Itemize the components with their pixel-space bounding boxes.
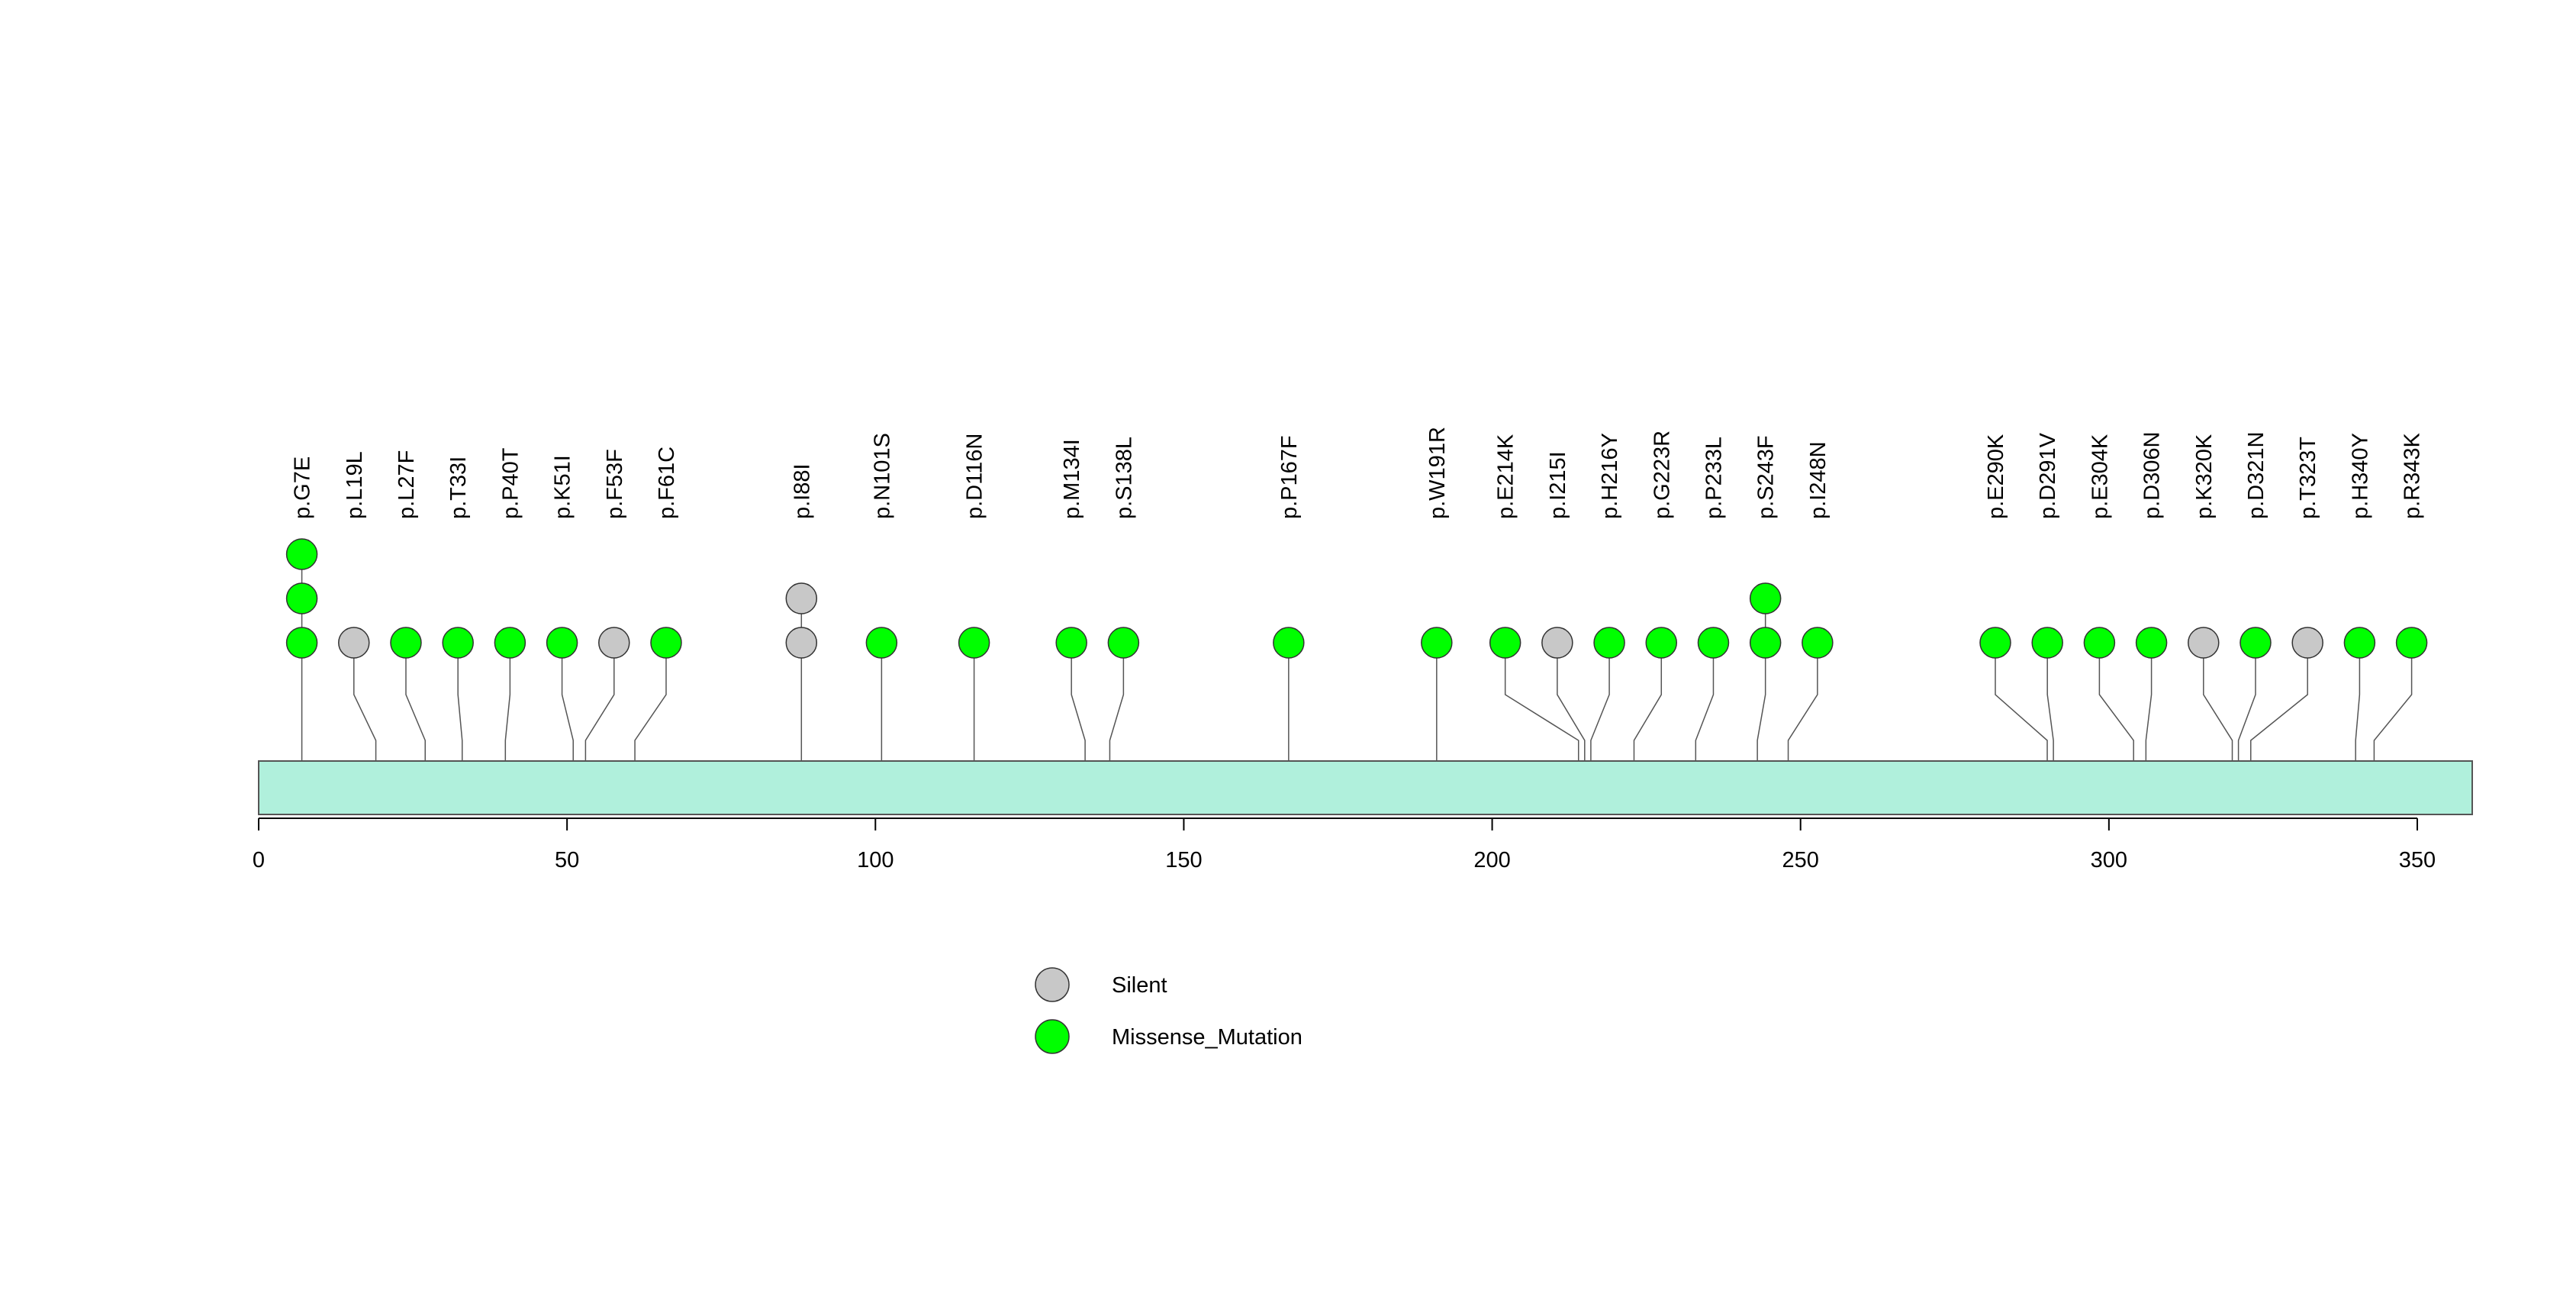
mutation-label: p.F61C (655, 447, 679, 519)
legend-label: Silent (1112, 973, 1167, 998)
mutation-labels: p.G7E p.L19L p.L27F p.T33I p.P40T p.K51I p.F53… (291, 427, 2425, 519)
mutation-label: p.W191R (1425, 427, 1450, 519)
mutation-marker-missense-mutation (650, 627, 682, 659)
mutation-label: p.D306N (2140, 432, 2165, 519)
mutation-label: p.E290K (1984, 434, 2008, 519)
mutation-label: p.M134I (1060, 439, 1084, 519)
mutation-marker-missense-mutation (285, 538, 318, 570)
mutation-label: p.S138L (1112, 437, 1136, 519)
x-tick-label: 100 (857, 848, 894, 872)
mutation-label: p.P167F (1277, 435, 1302, 519)
mutation-marker-missense-mutation (1055, 627, 1087, 659)
mutation-label: p.T323T (2296, 437, 2320, 519)
mutation-marker-missense-mutation (2395, 627, 2428, 659)
mutation-marker-missense-mutation (2240, 627, 2272, 659)
mutation-label: p.I215I (1546, 451, 1570, 519)
mutation-markers (285, 538, 2428, 659)
mutation-label: p.E214K (1494, 434, 1518, 519)
mutation-label: p.S243F (1754, 435, 1779, 519)
mutation-marker-missense-mutation (1749, 582, 1782, 614)
x-tick-label: 250 (1782, 848, 1819, 872)
x-axis: 0 50 100 150 200 250 300 350 (253, 818, 2436, 872)
mutation-marker-missense-mutation (2031, 627, 2063, 659)
protein-domain-bar (258, 760, 2473, 815)
legend-marker-silent (1035, 967, 1070, 1002)
mutation-marker-silent (2291, 627, 2323, 659)
mutation-marker-missense-mutation (1802, 627, 1834, 659)
mutation-label: p.K320K (2192, 434, 2217, 519)
mutation-label: p.I248N (1806, 441, 1831, 519)
mutation-label: p.H340Y (2348, 433, 2372, 519)
mutation-label: p.P233L (1702, 437, 1726, 519)
mutation-marker-missense-mutation (1273, 627, 1305, 659)
mutation-label: p.K51I (551, 455, 575, 519)
mutation-marker-missense-mutation (2343, 627, 2376, 659)
legend-marker-missense-mutation (1035, 1019, 1070, 1054)
legend: Silent Missense_Mutation (1035, 967, 1302, 1054)
mutation-marker-missense-mutation (285, 627, 318, 659)
mutation-marker-missense-mutation (285, 582, 318, 614)
legend-label: Missense_Mutation (1112, 1025, 1302, 1050)
mutation-marker-missense-mutation (546, 627, 578, 659)
mutation-label: p.F53F (603, 449, 627, 519)
mutation-marker-missense-mutation (1421, 627, 1453, 659)
mutation-label: p.I88I (790, 463, 814, 519)
mutation-label: p.L27F (394, 450, 419, 519)
x-tick-label: 150 (1165, 848, 1202, 872)
mutation-label: p.L19L (343, 451, 367, 519)
mutation-label: p.P40T (498, 447, 523, 519)
mutation-label: p.T33I (446, 456, 471, 519)
x-tick-label: 350 (2399, 848, 2436, 872)
mutation-marker-missense-mutation (958, 627, 990, 659)
mutation-label: p.G223R (1650, 431, 1674, 519)
mutation-label: p.D116N (963, 434, 987, 519)
x-tick-label: 200 (1473, 848, 1510, 872)
mutation-label: p.E304K (2088, 434, 2112, 519)
mutation-marker-missense-mutation (1107, 627, 1140, 659)
x-tick-label: 300 (2091, 848, 2127, 872)
mutation-marker-missense-mutation (1489, 627, 1521, 659)
mutation-marker-silent (338, 627, 370, 659)
mutation-marker-missense-mutation (2135, 627, 2168, 659)
mutation-marker-missense-mutation (1749, 627, 1782, 659)
mutation-marker-missense-mutation (1593, 627, 1625, 659)
mutation-marker-silent (1541, 627, 1573, 659)
mutation-label: p.R343K (2401, 432, 2425, 519)
mutation-marker-missense-mutation (1645, 627, 1678, 659)
mutation-label: p.D291V (2036, 432, 2060, 519)
mutation-marker-silent (785, 582, 818, 614)
mutation-marker-silent (598, 627, 630, 659)
mutation-label: p.H216Y (1598, 433, 1622, 519)
mutation-label: p.G7E (291, 456, 315, 519)
mutation-marker-missense-mutation (494, 627, 526, 659)
mutation-label: p.D321N (2244, 432, 2268, 519)
mutation-marker-missense-mutation (1979, 627, 2011, 659)
x-tick-label: 50 (555, 848, 579, 872)
mutation-marker-silent (785, 627, 818, 659)
mutation-label: p.N101S (870, 433, 894, 519)
mutation-marker-missense-mutation (2083, 627, 2116, 659)
mutation-marker-silent (2188, 627, 2220, 659)
mutation-marker-missense-mutation (390, 627, 422, 659)
mutation-marker-missense-mutation (442, 627, 474, 659)
mutation-marker-missense-mutation (865, 627, 898, 659)
x-tick-label: 0 (253, 848, 265, 872)
mutation-marker-missense-mutation (1697, 627, 1730, 659)
